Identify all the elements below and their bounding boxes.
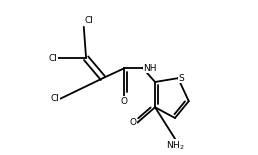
Text: NH: NH bbox=[143, 64, 157, 73]
Text: S: S bbox=[179, 74, 184, 83]
Text: O: O bbox=[121, 97, 128, 106]
Text: Cl: Cl bbox=[48, 54, 57, 63]
Text: Cl: Cl bbox=[85, 16, 93, 25]
Text: O: O bbox=[130, 118, 137, 127]
Text: Cl: Cl bbox=[50, 94, 59, 103]
Text: NH$_2$: NH$_2$ bbox=[166, 140, 184, 152]
